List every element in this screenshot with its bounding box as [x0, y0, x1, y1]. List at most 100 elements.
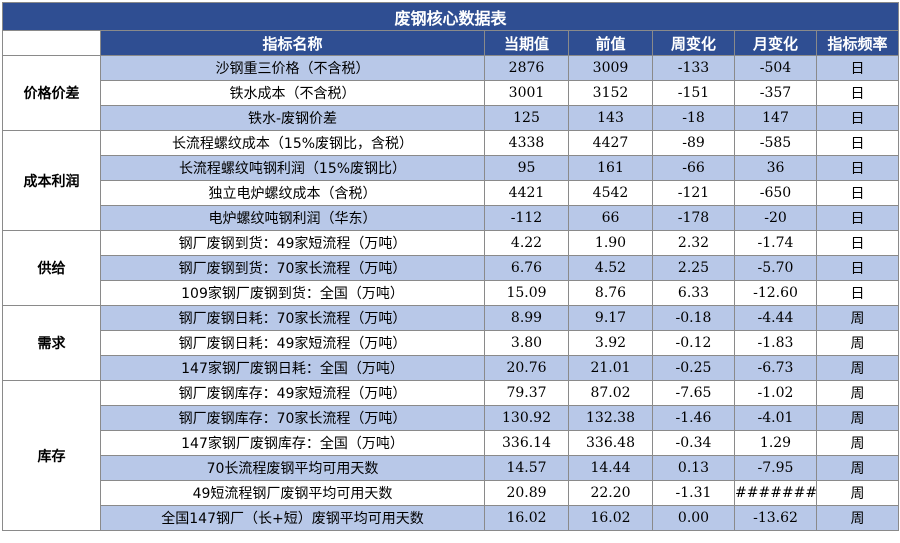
table-row: 铁水成本（不含税） 3001 3152 -151 -357 日 [3, 80, 900, 106]
cell-frequency: 日 [815, 130, 900, 156]
cell-frequency: 周 [815, 430, 900, 456]
table-body: 价格价差 沙钢重三价格（不含税） 2876 3009 -133 -504 日铁水成本（不含税… [2, 55, 900, 531]
cell-monthly-change: -1.83 [734, 330, 817, 356]
cell-current-value: 2876 [484, 55, 569, 81]
cell-frequency: 日 [815, 155, 900, 181]
cell-frequency: 日 [815, 255, 900, 281]
cell-current-value: 14.57 [484, 455, 569, 481]
cell-weekly-change: -121 [652, 180, 735, 206]
cell-previous-value: 1.90 [568, 230, 653, 256]
table-row: 147家钢厂废钢日耗：全国（万吨） 20.76 21.01 -0.25 -6.73 周 [3, 355, 900, 381]
cell-weekly-change: -178 [652, 205, 735, 231]
table-row: 电炉螺纹吨钢利润（华东） -112 66 -178 -20 日 [3, 205, 900, 231]
cell-frequency: 周 [815, 505, 900, 531]
cell-indicator-name: 钢厂废钢库存：70家长流程（万吨） [100, 405, 485, 431]
table-row: 独立电炉螺纹成本（含税） 4421 4542 -121 -650 日 [3, 180, 900, 206]
cell-current-value: 3001 [484, 80, 569, 106]
table-row: 成本利润 长流程螺纹成本（15%废钢比，含税） 4338 4427 -89 -585 日 [2, 130, 900, 231]
cell-monthly-change: -585 [734, 130, 817, 156]
cell-indicator-name: 钢厂废钢日耗：49家短流程（万吨） [100, 330, 485, 356]
cell-indicator-name: 147家钢厂废钢库存：全国（万吨） [100, 430, 485, 456]
header-category [2, 30, 101, 56]
cell-current-value: 6.76 [484, 255, 569, 281]
table-row: 需求 钢厂废钢日耗：70家长流程（万吨） 8.99 9.17 -0.18 -4.44 周 [2, 305, 900, 381]
cell-frequency: 周 [815, 480, 900, 506]
cell-weekly-change: 0.00 [652, 505, 735, 531]
cell-frequency: 周 [815, 405, 900, 431]
cell-current-value: 20.89 [484, 480, 569, 506]
cell-monthly-change: -357 [734, 80, 817, 106]
cell-indicator-name: 109家钢厂废钢到货：全国（万吨） [100, 280, 485, 306]
cell-frequency: 周 [815, 330, 900, 356]
cell-previous-value: 3009 [568, 55, 653, 81]
cell-previous-value: 161 [568, 155, 653, 181]
cell-previous-value: 336.48 [568, 430, 653, 456]
cell-current-value: 336.14 [484, 430, 569, 456]
cell-weekly-change: -66 [652, 155, 735, 181]
cell-monthly-change: -650 [734, 180, 817, 206]
cell-frequency: 日 [815, 280, 900, 306]
cell-indicator-name: 沙钢重三价格（不含税） [100, 55, 485, 81]
cell-frequency: 日 [815, 205, 900, 231]
cell-current-value: 20.76 [484, 355, 569, 381]
cell-previous-value: 16.02 [568, 505, 653, 531]
cell-weekly-change: 2.25 [652, 255, 735, 281]
cell-previous-value: 8.76 [568, 280, 653, 306]
cell-current-value: 95 [484, 155, 569, 181]
cell-current-value: 79.37 [484, 380, 569, 406]
table-row: 70长流程废钢平均可用天数 14.57 14.44 0.13 -7.95 周 [3, 455, 900, 481]
cell-weekly-change: -89 [652, 130, 735, 156]
header-current-value: 当期值 [484, 30, 569, 56]
table-title: 废钢核心数据表 [1, 2, 900, 31]
cell-monthly-change: -20 [734, 205, 817, 231]
cell-weekly-change: -0.25 [652, 355, 735, 381]
table-row: 供给 钢厂废钢到货：49家短流程（万吨） 4.22 1.90 2.32 -1.74 日 [2, 230, 900, 306]
table-row: 铁水-废钢价差 125 143 -18 147 日 [3, 105, 900, 131]
cell-frequency: 日 [815, 80, 900, 106]
table-row: 147家钢厂废钢库存：全国（万吨） 336.14 336.48 -0.34 1.29 周 [3, 430, 900, 456]
cell-monthly-change: 36 [734, 155, 817, 181]
cell-current-value: 15.09 [484, 280, 569, 306]
cell-monthly-change: -7.95 [734, 455, 817, 481]
cell-frequency: 日 [815, 55, 900, 81]
cell-indicator-name: 147家钢厂废钢日耗：全国（万吨） [100, 355, 485, 381]
cell-frequency: 日 [815, 230, 900, 256]
cell-previous-value: 4427 [568, 130, 653, 156]
cell-indicator-name: 长流程螺纹吨钢利润（15%废钢比） [100, 155, 485, 181]
cell-indicator-name: 长流程螺纹成本（15%废钢比，含税） [100, 130, 485, 156]
header-row: 指标名称 当期值 前值 周变化 月变化 指标频率 [2, 30, 900, 56]
header-monthly-change: 月变化 [734, 30, 817, 56]
table-row: 长流程螺纹吨钢利润（15%废钢比） 95 161 -66 36 日 [3, 155, 900, 181]
table-row: 库存 钢厂废钢库存：49家短流程（万吨） 79.37 87.02 -7.65 -1.02 周 [2, 380, 900, 531]
cell-monthly-change: -4.01 [734, 405, 817, 431]
cell-previous-value: 22.20 [568, 480, 653, 506]
cell-indicator-name: 钢厂废钢日耗：70家长流程（万吨） [100, 305, 485, 331]
cell-current-value: 4421 [484, 180, 569, 206]
cell-weekly-change: 0.13 [652, 455, 735, 481]
cell-previous-value: 9.17 [568, 305, 653, 331]
table-row: 49短流程钢厂废钢平均可用天数 20.89 22.20 -1.31 ####### 周 [3, 480, 900, 506]
cell-previous-value: 3152 [568, 80, 653, 106]
cell-indicator-name: 钢厂废钢到货：49家短流程（万吨） [100, 230, 485, 256]
header-frequency: 指标频率 [815, 30, 900, 56]
cell-current-value: 16.02 [484, 505, 569, 531]
cell-weekly-change: -151 [652, 80, 735, 106]
category-label: 成本利润 [2, 130, 101, 231]
cell-indicator-name: 70长流程废钢平均可用天数 [100, 455, 485, 481]
cell-frequency: 周 [815, 380, 900, 406]
cell-previous-value: 4.52 [568, 255, 653, 281]
category-label: 供给 [2, 230, 101, 306]
cell-previous-value: 3.92 [568, 330, 653, 356]
header-indicator-name: 指标名称 [100, 30, 485, 56]
category-label: 价格价差 [2, 55, 101, 131]
cell-weekly-change: -1.31 [652, 480, 735, 506]
cell-monthly-change: -12.60 [734, 280, 817, 306]
cell-indicator-name: 铁水成本（不含税） [100, 80, 485, 106]
cell-weekly-change: -7.65 [652, 380, 735, 406]
cell-current-value: 4.22 [484, 230, 569, 256]
table-row: 价格价差 沙钢重三价格（不含税） 2876 3009 -133 -504 日 [2, 55, 900, 131]
cell-current-value: 130.92 [484, 405, 569, 431]
cell-indicator-name: 电炉螺纹吨钢利润（华东） [100, 205, 485, 231]
cell-weekly-change: -0.12 [652, 330, 735, 356]
